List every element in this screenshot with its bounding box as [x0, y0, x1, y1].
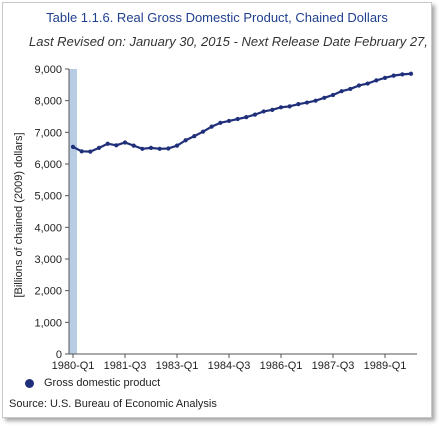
data-point[interactable] — [252, 112, 258, 117]
data-point[interactable] — [278, 105, 284, 110]
chart-panel: Table 1.1.6. Real Gross Domestic Product… — [2, 2, 432, 418]
data-point[interactable] — [365, 81, 370, 86]
x-tick-label: 1981-Q3 — [104, 360, 147, 372]
data-point[interactable] — [322, 95, 327, 100]
y-tick-label: 8,000 — [34, 96, 62, 108]
data-point[interactable] — [70, 144, 76, 149]
series-line — [72, 72, 412, 153]
data-point[interactable] — [140, 146, 145, 151]
data-point[interactable] — [330, 92, 336, 98]
y-axis-label: [Billions of chained (2009) dollars] — [13, 132, 25, 297]
data-point[interactable] — [183, 138, 188, 143]
x-tick-label: 1983-Q1 — [156, 360, 199, 372]
data-point[interactable] — [157, 146, 162, 151]
legend[interactable]: Gross domestic product — [25, 377, 160, 389]
data-point[interactable] — [261, 109, 266, 114]
data-point[interactable] — [356, 83, 362, 88]
legend-marker — [25, 378, 34, 388]
data-point[interactable] — [270, 107, 275, 112]
y-tick-label: 4,000 — [34, 222, 62, 234]
x-tick-label: 1980-Q1 — [52, 360, 95, 372]
y-tick-label: 3,000 — [34, 254, 62, 266]
data-point[interactable] — [96, 145, 102, 150]
data-point[interactable] — [148, 145, 154, 150]
source-note: Source: U.S. Bureau of Economic Analysis — [9, 398, 217, 410]
data-point[interactable] — [218, 120, 223, 125]
y-tick-label: 7,000 — [34, 127, 62, 139]
line-chart: 0 1,000 2,000 3,000 4,000 5,000 6,000 7,000 8,00… — [13, 64, 417, 372]
data-point[interactable] — [382, 75, 388, 80]
data-point[interactable] — [166, 146, 171, 151]
chart-title: Table 1.1.6. Real Gross Domestic Product… — [46, 10, 388, 25]
data-point[interactable] — [235, 116, 240, 122]
data-point[interactable] — [313, 98, 318, 103]
y-tick-label: 6,000 — [34, 159, 62, 171]
data-point[interactable] — [114, 143, 119, 148]
data-point[interactable] — [174, 143, 180, 148]
x-tick-label: 1989-Q1 — [364, 360, 407, 372]
data-point[interactable] — [192, 134, 197, 139]
x-tick-label: 1986-Q1 — [260, 360, 303, 372]
data-point[interactable] — [226, 118, 232, 124]
data-point[interactable] — [88, 149, 93, 154]
y-tick-label: 1,000 — [34, 317, 62, 329]
data-point[interactable] — [339, 89, 344, 94]
chart-subtitle: Last Revised on: January 30, 2015 - Next… — [29, 34, 432, 49]
y-tick-label: 0 — [56, 349, 62, 361]
data-point[interactable] — [348, 86, 353, 92]
legend-label: Gross domestic product — [44, 377, 161, 389]
data-point[interactable] — [131, 143, 136, 148]
data-point[interactable] — [79, 149, 84, 154]
data-point[interactable] — [122, 140, 128, 145]
data-point[interactable] — [400, 72, 405, 77]
data-point[interactable] — [209, 124, 214, 129]
x-tick-label: 1984-Q3 — [208, 360, 251, 372]
data-point[interactable] — [374, 78, 379, 83]
data-point[interactable] — [304, 100, 310, 105]
data-point[interactable] — [244, 115, 249, 120]
data-point[interactable] — [287, 104, 292, 109]
data-point[interactable] — [296, 102, 301, 107]
data-point[interactable] — [200, 129, 206, 134]
data-point[interactable] — [391, 73, 396, 78]
data-point[interactable] — [408, 71, 414, 76]
x-tick-label: 1987-Q3 — [312, 360, 355, 372]
y-tick-label: 5,000 — [34, 191, 62, 203]
data-point[interactable] — [105, 141, 110, 146]
y-tick-label: 9,000 — [34, 64, 62, 76]
selection-band[interactable] — [69, 69, 77, 354]
y-tick-label: 2,000 — [34, 286, 62, 298]
